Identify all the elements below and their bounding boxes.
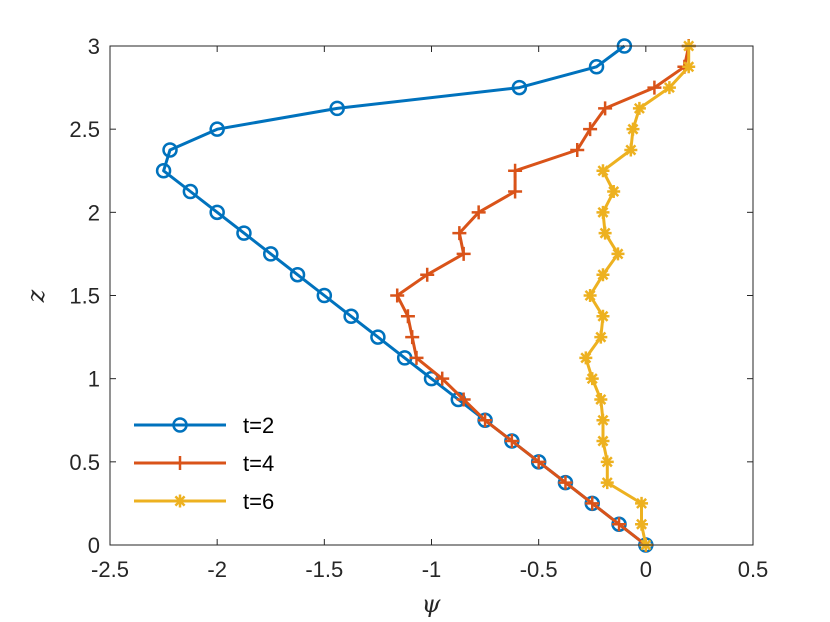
data-point-marker: [585, 496, 600, 511]
legend-item: t=2: [134, 413, 274, 438]
x-tick-label: -2: [207, 557, 227, 582]
data-point-marker: [370, 329, 386, 345]
data-point-marker: [583, 289, 597, 302]
data-point-marker: [588, 59, 605, 75]
x-tick-label: -2.5: [91, 557, 129, 582]
x-tick-label: 0: [640, 557, 652, 582]
y-tick-label: 2.5: [69, 117, 100, 142]
y-tick-label: 0.5: [69, 450, 100, 475]
data-point-marker: [583, 122, 598, 137]
data-point-marker: [405, 330, 420, 345]
y-tick-label: 1: [88, 367, 100, 392]
data-point-marker: [172, 417, 188, 433]
data-point-marker: [624, 143, 638, 157]
data-point-marker: [289, 266, 306, 283]
data-point-marker: [596, 164, 610, 178]
legend-item: t=4: [134, 451, 274, 476]
series-2: [579, 39, 696, 552]
data-point-marker: [682, 60, 696, 74]
legend-item: t=6: [134, 489, 274, 514]
data-point-marker: [579, 351, 593, 365]
data-point-marker: [390, 288, 405, 303]
data-point-marker: [600, 476, 614, 490]
x-axis-ticks: -2.5 -2 -1.5 -1 -0.5 0 0.5: [91, 46, 768, 582]
data-point-marker: [594, 392, 608, 406]
data-point-marker: [635, 496, 649, 510]
data-point-marker: [478, 413, 493, 428]
data-point-marker: [600, 455, 614, 469]
data-point-marker: [400, 309, 415, 324]
data-point-marker: [182, 183, 199, 200]
legend-label: t=2: [243, 413, 274, 438]
y-tick-label: 0: [88, 533, 100, 558]
data-point-marker: [607, 185, 621, 199]
data-point-marker: [598, 226, 612, 240]
data-point-marker: [435, 371, 450, 386]
data-point-marker: [209, 204, 225, 221]
legend-label: t=6: [243, 489, 274, 514]
data-point-marker: [570, 142, 585, 157]
data-point-marker: [504, 434, 519, 449]
data-point-marker: [471, 205, 486, 220]
data-point-marker: [635, 517, 649, 531]
data-point-marker: [662, 81, 676, 95]
data-point-marker: [456, 392, 471, 407]
y-axis-ticks: 0 0.5 1 1.5 2 2.5 3: [69, 34, 753, 558]
y-tick-label: 3: [88, 34, 100, 59]
data-point-marker: [612, 517, 627, 532]
data-point-marker: [611, 247, 625, 261]
data-point-marker: [236, 225, 252, 241]
data-point-marker: [596, 434, 610, 448]
data-point-marker: [173, 494, 187, 508]
data-point-marker: [596, 309, 610, 323]
data-point-marker: [329, 100, 345, 117]
data-point-marker: [316, 287, 333, 304]
x-tick-label: -0.5: [520, 557, 558, 582]
data-point-marker: [162, 142, 178, 158]
x-tick-label: -1: [422, 557, 442, 582]
data-point-marker: [155, 163, 172, 179]
y-tick-label: 1.5: [69, 284, 100, 309]
data-point-marker: [173, 456, 187, 470]
legend: t=2 t=4 t=6: [120, 404, 278, 522]
data-point-marker: [598, 101, 613, 116]
x-tick-label: 0.5: [738, 557, 769, 582]
data-point-marker: [456, 246, 471, 261]
data-point-marker: [647, 80, 662, 95]
data-point-marker: [452, 226, 467, 241]
data-point-marker: [209, 121, 225, 137]
y-tick-label: 2: [88, 200, 100, 225]
data-point-marker: [409, 350, 424, 365]
x-tick-label: -1.5: [305, 557, 343, 582]
legend-label: t=4: [243, 451, 274, 476]
x-axis-label: ψ: [422, 590, 442, 618]
data-point-marker: [558, 475, 573, 490]
y-axis-label: z: [22, 289, 50, 303]
data-point-marker: [585, 372, 599, 386]
data-point-marker: [263, 246, 279, 262]
data-point-marker: [531, 454, 546, 469]
data-point-marker: [508, 184, 523, 199]
data-point-marker: [420, 267, 435, 282]
data-point-marker: [626, 122, 640, 136]
data-point-marker: [596, 413, 610, 427]
data-point-marker: [632, 101, 646, 115]
data-point-marker: [596, 205, 610, 219]
data-point-marker: [594, 330, 608, 344]
data-point-marker: [511, 79, 528, 96]
data-point-marker: [508, 163, 523, 178]
data-point-marker: [596, 268, 610, 282]
axes-box: [109, 45, 754, 546]
data-point-marker: [343, 308, 359, 325]
